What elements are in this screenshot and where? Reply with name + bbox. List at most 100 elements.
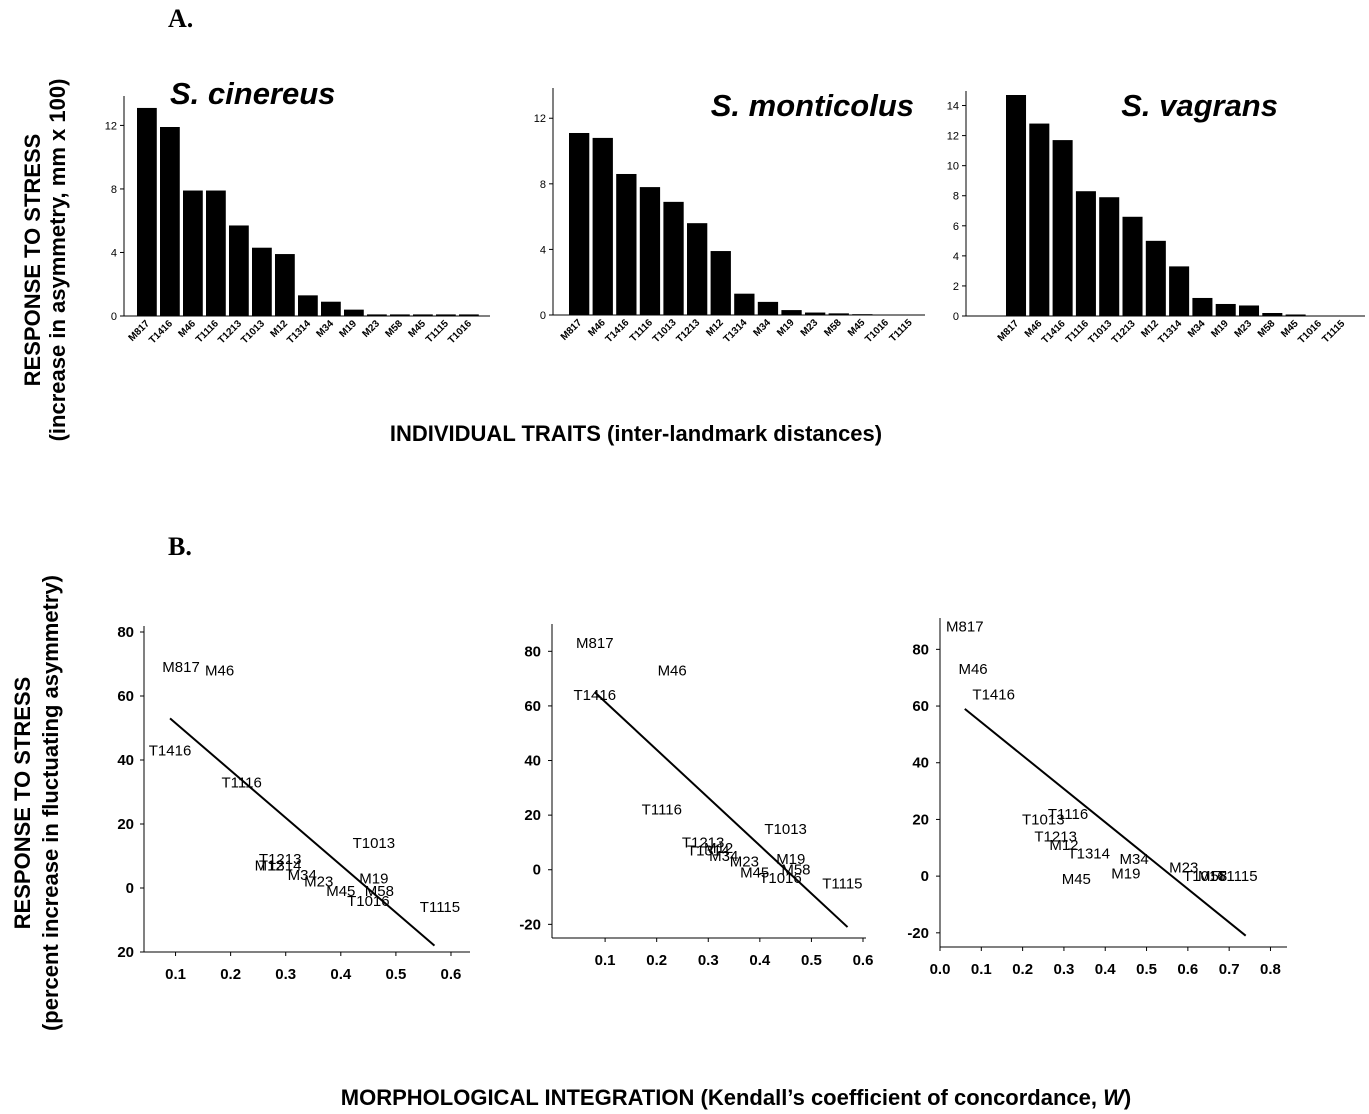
point-label-t1116: T1116 [642, 802, 682, 819]
point-label-m45: M45 [1062, 871, 1091, 888]
bar-m817 [1006, 95, 1027, 316]
chart-title: S. vagrans [1121, 88, 1278, 123]
y-tick-label: 0 [953, 311, 959, 323]
category-label: T1116 [628, 317, 655, 344]
x-tick-label: 0.1 [595, 952, 616, 969]
y-tick-label: 80 [912, 641, 929, 658]
point-label-m58: M58 [781, 862, 810, 879]
y-tick-label: 8 [111, 184, 117, 196]
x-tick-label: 0.7 [1219, 961, 1240, 978]
category-label: M23 [799, 317, 821, 339]
point-label-m34: M34 [288, 867, 317, 884]
category-label: T1213 [1110, 318, 1138, 346]
x-tick-label: 0.3 [275, 966, 296, 983]
x-tick-label: 0.4 [330, 966, 352, 983]
point-label-m45: M45 [326, 883, 355, 900]
x-tick-label: 0.2 [646, 952, 667, 969]
bar-m45 [1285, 314, 1306, 316]
bar-t1013 [663, 201, 684, 315]
point-label-t1213: T1213 [1034, 828, 1077, 845]
category-label: T1416 [604, 317, 632, 345]
panel-a-ylabel-line2: (increase in asymmetry, mm x 100) [45, 79, 70, 442]
y-tick-label: 0 [126, 880, 134, 897]
category-label: M19 [775, 317, 797, 339]
scatter-plot-2: -20 0 20 40 60 80 0.1 0.2 0.3 0.4 0.5 0.6 M817 M46 T14… [519, 624, 873, 969]
bar-t1213 [229, 225, 249, 316]
category-label: T1115 [424, 318, 451, 345]
bar-m19 [781, 310, 802, 315]
point-label-m12: M12 [704, 840, 733, 857]
bar-t1314 [1169, 266, 1190, 316]
bar-m34 [321, 301, 341, 316]
category-label: T1013 [239, 318, 267, 346]
category-label: T1213 [674, 317, 702, 345]
bar-t1013 [252, 247, 272, 316]
panel-b-ylabel-line2: (percent increase in fluctuating asymmet… [38, 575, 63, 1031]
point-label-m817: M817 [946, 619, 984, 636]
bar-t1416 [160, 127, 180, 316]
y-tick-label: 20 [524, 807, 541, 824]
y-tick-label: 8 [953, 191, 959, 203]
panel-b-xlabel-main: MORPHOLOGICAL INTEGRATION (Kendall’s coe… [341, 1085, 1103, 1110]
point-label-m45: M45 [740, 864, 769, 881]
bar-t1115 [899, 314, 920, 316]
panel-a-ylabel-line1: RESPONSE TO STRESS [20, 134, 45, 387]
point-label-t1116: T1116 [221, 774, 261, 791]
point-label-m46: M46 [658, 662, 687, 679]
x-tick-label: 0.4 [1095, 961, 1117, 978]
bar-t1115 [1332, 315, 1353, 317]
bar-t1213 [687, 223, 708, 315]
y-tick-label: 20 [117, 816, 134, 833]
y-tick-label: 12 [947, 131, 959, 143]
x-tick-label: 0.3 [698, 952, 719, 969]
point-label-m817: M817 [576, 635, 614, 652]
category-label: T1016 [863, 317, 891, 345]
y-tick-label: 4 [111, 247, 117, 259]
point-label-t1115: T1115 [420, 899, 460, 916]
category-label: T1213 [216, 318, 244, 346]
bar-m46 [183, 190, 203, 316]
x-tick-label: 0.5 [385, 966, 406, 983]
y-tick-label: 4 [953, 251, 959, 263]
panel-b-xlabel: MORPHOLOGICAL INTEGRATION (Kendall’s coe… [341, 1085, 1131, 1110]
bar-t1115 [436, 314, 456, 316]
category-label: T1314 [285, 318, 313, 346]
y-tick-label: 4 [540, 244, 546, 256]
category-label: M34 [752, 317, 774, 339]
bar-m12 [710, 251, 731, 315]
y-tick-label: 80 [117, 624, 134, 641]
bar-m19 [1215, 303, 1236, 316]
point-label-m23: M23 [1169, 860, 1198, 877]
point-label-m19: M19 [359, 870, 388, 887]
chart-title: S. cinereus [170, 76, 335, 111]
point-label-t1213: T1213 [682, 834, 725, 851]
bar-m58 [828, 313, 849, 315]
panel-b-xlabel-italic: W [1103, 1085, 1126, 1110]
category-label: M23 [1233, 318, 1255, 340]
point-label-m23: M23 [730, 854, 759, 871]
y-tick-label: 14 [947, 101, 959, 113]
bar-m34 [757, 301, 779, 315]
bar-m23 [805, 312, 826, 315]
y-tick-label: 0 [540, 310, 546, 322]
point-label-m34: M34 [1120, 851, 1149, 868]
category-label: T1013 [1087, 318, 1115, 346]
category-label: M34 [1186, 318, 1208, 340]
bar-t1213 [1122, 216, 1143, 316]
x-tick-label: 0.0 [930, 961, 951, 978]
bar-m817 [569, 132, 590, 315]
category-label: T1013 [651, 317, 679, 345]
regression-line [594, 691, 849, 928]
point-label-t1016: T1016 [759, 870, 802, 887]
regression-line [169, 717, 436, 947]
panel-a-xlabel: INDIVIDUAL TRAITS (inter-landmark distan… [390, 421, 882, 446]
point-label-t1314: T1314 [1067, 845, 1110, 862]
category-label: T1115 [1320, 318, 1347, 345]
bar-t1016 [1308, 315, 1329, 317]
y-tick-label: 60 [117, 688, 134, 705]
point-label-m19: M19 [776, 851, 805, 868]
bar-m23 [367, 314, 387, 316]
panel-b-ylabel-line1: RESPONSE TO STRESS [10, 677, 35, 930]
category-label: T1416 [1040, 318, 1068, 346]
